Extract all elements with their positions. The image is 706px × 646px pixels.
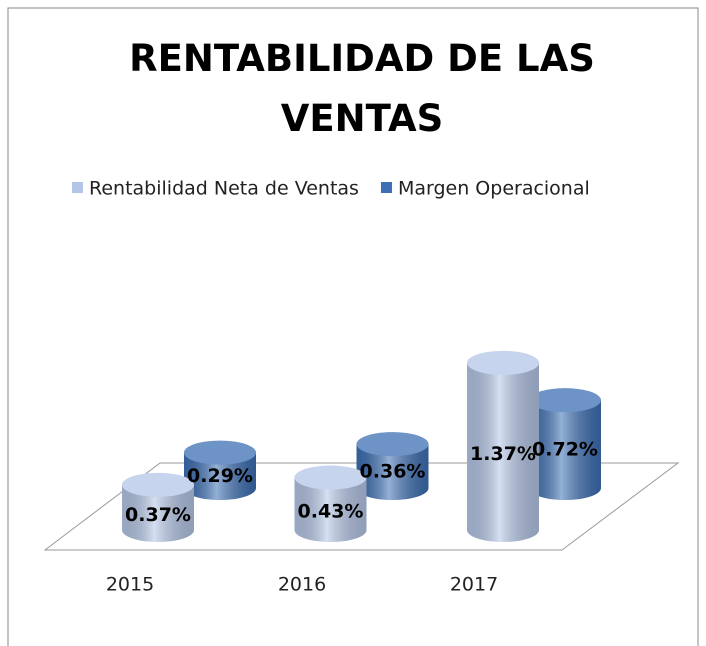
data-label: 0.29% bbox=[187, 465, 253, 487]
x-tick-label: 2017 bbox=[450, 574, 498, 596]
data-label: 0.43% bbox=[298, 500, 364, 522]
data-label: 0.37% bbox=[125, 504, 191, 526]
bar-part bbox=[356, 444, 429, 500]
bar bbox=[356, 432, 429, 500]
bar-part bbox=[294, 465, 367, 490]
data-label: 0.36% bbox=[360, 461, 426, 483]
chart-frame bbox=[7, 7, 699, 646]
bar-part bbox=[122, 472, 194, 497]
bar-part bbox=[529, 388, 601, 413]
data-label: 1.37% bbox=[470, 443, 536, 465]
legend-swatch bbox=[72, 182, 83, 193]
bar-part bbox=[184, 452, 256, 500]
bar-part bbox=[467, 350, 539, 375]
legend-label: Margen Operacional bbox=[398, 178, 590, 200]
bar-part bbox=[184, 440, 256, 465]
bar bbox=[184, 440, 256, 500]
bar-part bbox=[529, 400, 601, 500]
bar-part bbox=[294, 477, 367, 542]
bar-part bbox=[467, 350, 539, 375]
legend-swatch bbox=[380, 182, 392, 193]
bar bbox=[122, 472, 194, 542]
bar-part bbox=[122, 484, 194, 542]
x-tick-label: 2015 bbox=[106, 574, 154, 596]
bar-part bbox=[467, 362, 539, 542]
data-label: 0.72% bbox=[532, 439, 598, 461]
bar-part bbox=[294, 465, 367, 490]
bar bbox=[467, 350, 539, 542]
x-tick-label: 2016 bbox=[278, 574, 326, 596]
bar-part bbox=[184, 440, 256, 465]
bar-part bbox=[356, 432, 429, 457]
bar-part bbox=[356, 432, 429, 457]
bar-part bbox=[529, 388, 601, 413]
bar bbox=[529, 388, 601, 500]
bar-part bbox=[122, 472, 194, 497]
bar bbox=[294, 465, 367, 542]
legend-label: Rentabilidad Neta de Ventas bbox=[89, 178, 359, 200]
chart-title: RENTABILIDAD DE LAS VENTAS bbox=[129, 37, 595, 140]
